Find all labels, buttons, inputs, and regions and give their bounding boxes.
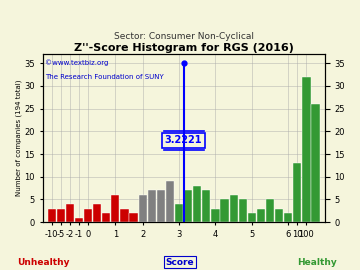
Bar (220, 200, 229, 222)
Bar (148, 190, 156, 222)
Bar (157, 190, 165, 222)
Bar (84, 208, 92, 222)
Bar (202, 190, 211, 222)
Bar (257, 208, 265, 222)
Bar (175, 204, 183, 222)
Bar (266, 200, 274, 222)
Bar (311, 104, 320, 222)
Bar (102, 213, 110, 222)
Bar (248, 213, 256, 222)
Bar (302, 77, 311, 222)
Bar (57, 208, 65, 222)
Text: The Research Foundation of SUNY: The Research Foundation of SUNY (45, 74, 164, 80)
Bar (293, 163, 301, 222)
Text: Sector: Consumer Non-Cyclical: Sector: Consumer Non-Cyclical (114, 32, 253, 41)
Text: Healthy: Healthy (297, 258, 337, 266)
Bar (48, 208, 56, 222)
Bar (184, 190, 192, 222)
Text: ©www.textbiz.org: ©www.textbiz.org (45, 59, 109, 66)
Text: 3.2221: 3.2221 (165, 136, 202, 146)
Bar (130, 213, 138, 222)
Bar (111, 195, 120, 222)
Bar (284, 213, 292, 222)
Bar (239, 200, 247, 222)
Text: Unhealthy: Unhealthy (17, 258, 69, 266)
Bar (230, 195, 238, 222)
Bar (139, 195, 147, 222)
Title: Z''-Score Histogram for RGS (2016): Z''-Score Histogram for RGS (2016) (74, 43, 293, 53)
Bar (166, 181, 174, 222)
Bar (66, 204, 74, 222)
Y-axis label: Number of companies (194 total): Number of companies (194 total) (15, 80, 22, 197)
Bar (120, 208, 129, 222)
Bar (211, 208, 220, 222)
Bar (93, 204, 101, 222)
Bar (193, 186, 201, 222)
Bar (275, 208, 283, 222)
Bar (75, 218, 83, 222)
Text: Score: Score (166, 258, 194, 266)
